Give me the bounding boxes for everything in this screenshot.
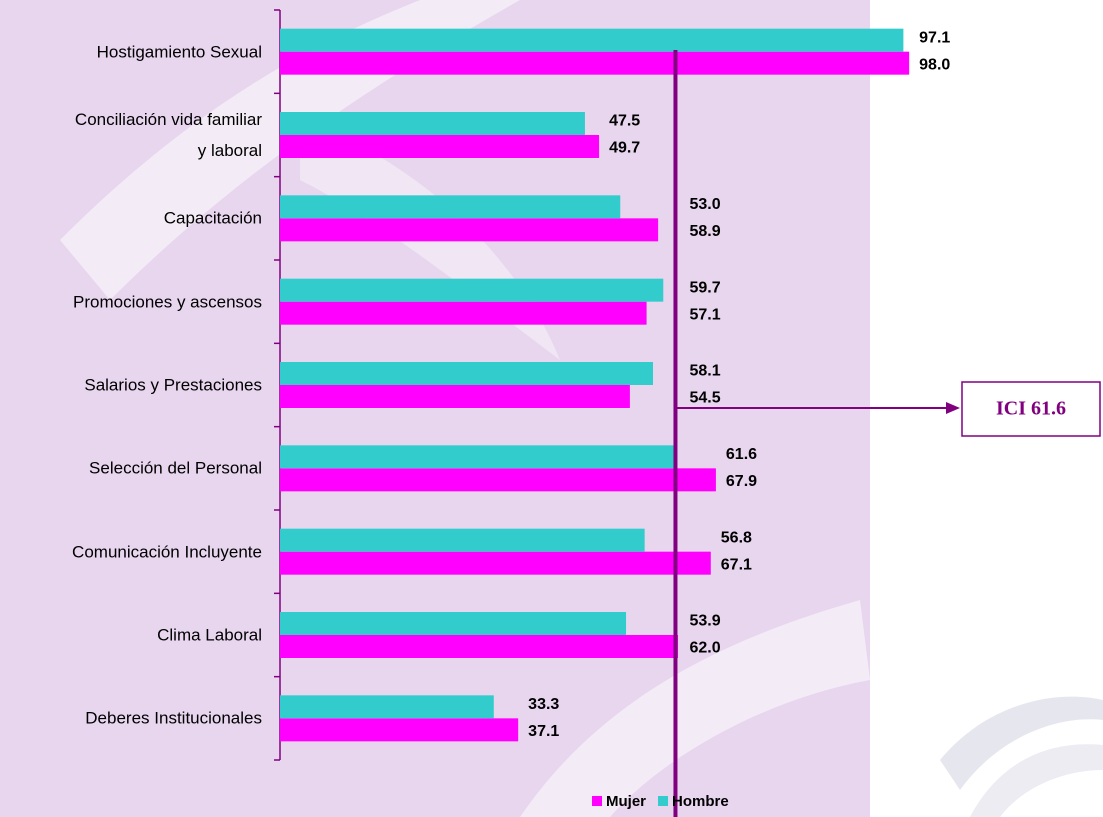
bar [280, 52, 909, 75]
category-label: Comunicación Incluyente [0, 536, 262, 567]
value-label: 67.9 [726, 473, 757, 490]
value-label: 53.0 [689, 196, 720, 213]
value-label: 58.1 [689, 363, 720, 380]
category-label: Promociones y ascensos [0, 286, 262, 317]
value-label: 62.0 [689, 640, 720, 657]
value-label: 67.1 [721, 556, 752, 573]
bar [280, 195, 620, 218]
bar [280, 612, 626, 635]
bar [280, 695, 494, 718]
category-label: Capacitación [0, 203, 262, 234]
value-label: 58.9 [689, 223, 720, 240]
value-label: 54.5 [689, 390, 720, 407]
legend-swatch [658, 796, 668, 806]
value-label: 47.5 [609, 113, 640, 130]
bar [280, 135, 599, 158]
value-label: 56.8 [721, 529, 752, 546]
legend-label: Mujer [606, 793, 646, 810]
value-label: 37.1 [528, 723, 559, 740]
category-label: Salarios y Prestaciones [0, 370, 262, 401]
bar [280, 445, 675, 468]
bar [280, 112, 585, 135]
category-label: Clima Laboral [0, 620, 262, 651]
legend-label: Hombre [672, 793, 729, 810]
bar [280, 718, 518, 741]
arrow-head [946, 402, 960, 414]
value-label: 53.9 [689, 613, 720, 630]
value-label: 49.7 [609, 140, 640, 157]
category-label: Deberes Institucionales [0, 703, 262, 734]
annotation-text: ICI 61.6 [996, 398, 1066, 420]
bar [280, 362, 653, 385]
bar [280, 529, 645, 552]
category-label: Conciliación vida familiar y laboral [0, 104, 262, 166]
bar [280, 29, 903, 52]
legend-swatch [592, 796, 602, 806]
bar [280, 385, 630, 408]
bar [280, 279, 663, 302]
value-label: 57.1 [689, 306, 720, 323]
bar [280, 218, 658, 241]
value-label: 97.1 [919, 29, 950, 46]
bar [280, 302, 647, 325]
value-label: 59.7 [689, 279, 720, 296]
category-label: Hostigamiento Sexual [0, 36, 262, 67]
value-label: 61.6 [726, 446, 757, 463]
bar [280, 468, 716, 491]
category-label: Selección del Personal [0, 453, 262, 484]
chart: 98.0 97.1 49.7 47.5 58.9 53.0 57.1 59.7 54.5 58.1… [0, 0, 1103, 817]
value-label: 98.0 [919, 56, 950, 73]
bar [280, 635, 678, 658]
value-label: 33.3 [528, 696, 559, 713]
bar [280, 552, 711, 575]
